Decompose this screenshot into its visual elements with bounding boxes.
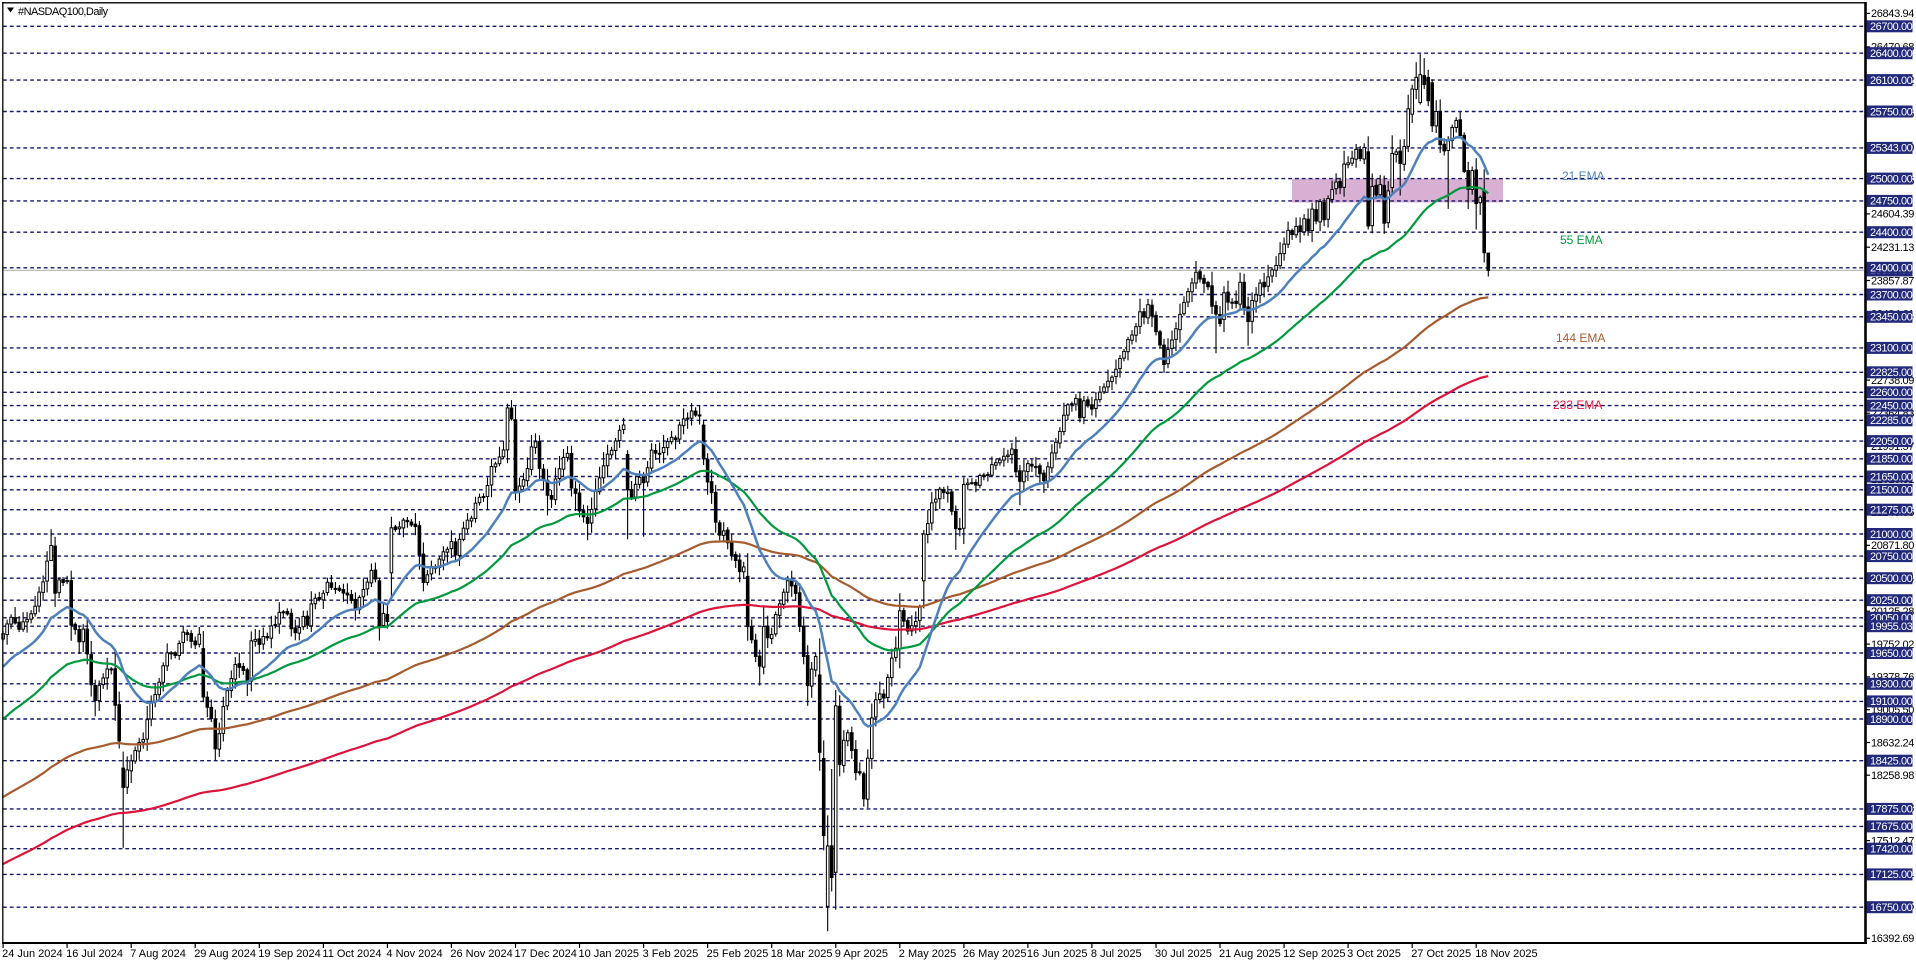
svg-text:19 Sep 2024: 19 Sep 2024: [258, 948, 320, 960]
svg-text:22050.00: 22050.00: [1870, 436, 1913, 448]
svg-text:18 Nov 2025: 18 Nov 2025: [1475, 948, 1537, 960]
svg-text:2 May 2025: 2 May 2025: [899, 948, 956, 960]
svg-text:17875.00: 17875.00: [1870, 804, 1913, 816]
svg-text:19300.00: 19300.00: [1870, 679, 1913, 691]
svg-text:21 EMA: 21 EMA: [1562, 169, 1605, 183]
svg-text:26 May 2025: 26 May 2025: [963, 948, 1027, 960]
svg-text:23857.87: 23857.87: [1871, 275, 1914, 287]
svg-text:16750.00: 16750.00: [1870, 902, 1913, 914]
svg-text:22450.00: 22450.00: [1870, 400, 1913, 412]
svg-text:12 Sep 2025: 12 Sep 2025: [1283, 948, 1345, 960]
svg-text:24231.13: 24231.13: [1871, 242, 1914, 254]
svg-text:25750.00: 25750.00: [1870, 106, 1913, 118]
svg-text:22600.00: 22600.00: [1870, 387, 1913, 399]
svg-text:26100.00: 26100.00: [1870, 75, 1913, 87]
svg-text:7 Aug 2024: 7 Aug 2024: [130, 948, 186, 960]
svg-text:30 Jul 2025: 30 Jul 2025: [1155, 948, 1212, 960]
svg-text:16392.69: 16392.69: [1871, 933, 1914, 945]
svg-text:10 Jan 2025: 10 Jan 2025: [579, 948, 640, 960]
svg-text:16 Jun 2025: 16 Jun 2025: [1027, 948, 1088, 960]
svg-text:17125.00: 17125.00: [1870, 869, 1913, 881]
svg-text:23100.00: 23100.00: [1870, 343, 1913, 355]
svg-text:20500.00: 20500.00: [1870, 573, 1913, 585]
svg-text:3 Oct 2025: 3 Oct 2025: [1347, 948, 1401, 960]
svg-text:22825.00: 22825.00: [1870, 367, 1913, 379]
svg-text:21500.00: 21500.00: [1870, 485, 1913, 497]
svg-text:20871.80: 20871.80: [1871, 540, 1914, 552]
svg-text:20250.00: 20250.00: [1870, 595, 1913, 607]
svg-text:24604.39: 24604.39: [1871, 209, 1914, 221]
svg-text:17675.00: 17675.00: [1870, 821, 1913, 833]
svg-text:18632.24: 18632.24: [1871, 737, 1914, 749]
svg-text:55 EMA: 55 EMA: [1560, 233, 1603, 247]
svg-text:3 Feb 2025: 3 Feb 2025: [643, 948, 699, 960]
svg-text:19100.00: 19100.00: [1870, 696, 1913, 708]
svg-text:11 Oct 2024: 11 Oct 2024: [322, 948, 381, 960]
svg-text:8 Jul 2025: 8 Jul 2025: [1091, 948, 1142, 960]
svg-text:18900.00: 18900.00: [1870, 714, 1913, 726]
svg-text:18 Mar 2025: 18 Mar 2025: [771, 948, 833, 960]
svg-text:21000.00: 21000.00: [1870, 529, 1913, 541]
svg-text:#NASDAQ100,Daily: #NASDAQ100,Daily: [18, 6, 109, 18]
svg-text:17 Dec 2024: 17 Dec 2024: [515, 948, 577, 960]
svg-text:26400.00: 26400.00: [1870, 48, 1913, 60]
svg-text:21 Aug 2025: 21 Aug 2025: [1219, 948, 1281, 960]
svg-text:29 Aug 2024: 29 Aug 2024: [194, 948, 256, 960]
svg-text:23700.00: 23700.00: [1870, 289, 1913, 301]
svg-text:18425.00: 18425.00: [1870, 756, 1913, 768]
svg-text:19955.03: 19955.03: [1870, 621, 1913, 633]
svg-text:21275.00: 21275.00: [1870, 505, 1913, 517]
svg-text:24 Jun 2024: 24 Jun 2024: [2, 948, 63, 960]
svg-text:24000.00: 24000.00: [1870, 263, 1913, 275]
svg-text:18258.98: 18258.98: [1871, 770, 1914, 782]
svg-text:19650.00: 19650.00: [1870, 648, 1913, 660]
svg-text:17420.00: 17420.00: [1870, 844, 1913, 856]
svg-text:26 Nov 2024: 26 Nov 2024: [450, 948, 512, 960]
svg-text:4 Nov 2024: 4 Nov 2024: [386, 948, 442, 960]
svg-text:23450.00: 23450.00: [1870, 312, 1913, 324]
svg-text:25 Feb 2025: 25 Feb 2025: [707, 948, 769, 960]
svg-text:26700.00: 26700.00: [1870, 21, 1913, 33]
svg-text:16 Jul 2024: 16 Jul 2024: [66, 948, 123, 960]
svg-text:27 Oct 2025: 27 Oct 2025: [1411, 948, 1471, 960]
svg-text:233 EMA: 233 EMA: [1553, 398, 1602, 412]
svg-text:25343.00: 25343.00: [1870, 143, 1913, 155]
svg-text:25000.00: 25000.00: [1870, 173, 1913, 185]
svg-text:21650.00: 21650.00: [1870, 471, 1913, 483]
svg-text:24750.00: 24750.00: [1870, 196, 1913, 208]
svg-text:26843.94: 26843.94: [1871, 8, 1914, 20]
svg-text:22285.00: 22285.00: [1870, 415, 1913, 427]
svg-text:24400.00: 24400.00: [1870, 227, 1913, 239]
svg-text:21850.00: 21850.00: [1870, 454, 1913, 466]
svg-text:144 EMA: 144 EMA: [1556, 331, 1605, 345]
svg-text:20750.00: 20750.00: [1870, 551, 1913, 563]
svg-text:9 Apr 2025: 9 Apr 2025: [835, 948, 888, 960]
